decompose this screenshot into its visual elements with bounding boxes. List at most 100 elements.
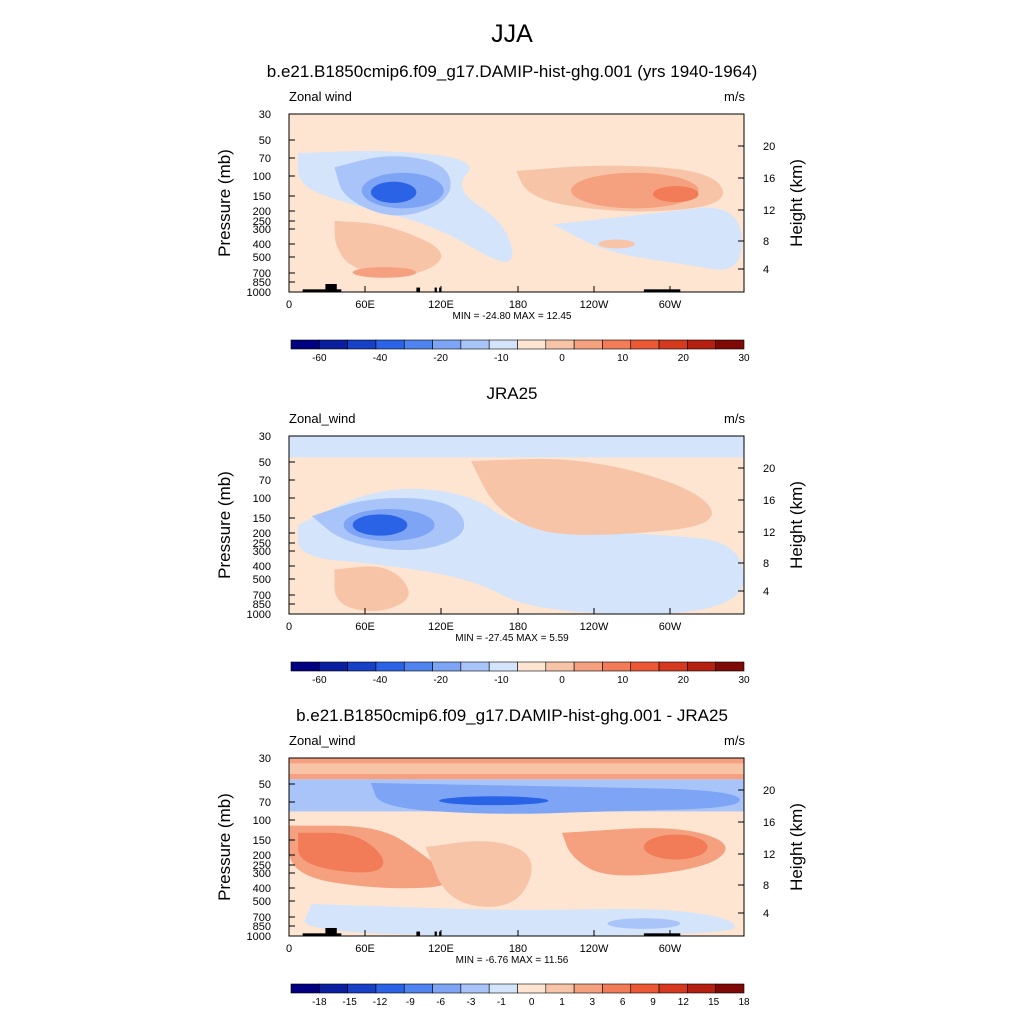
colorbar-box	[488, 661, 518, 672]
x-tick-label: 120W	[580, 621, 609, 633]
colorbar-label: 20	[678, 675, 690, 686]
contour-pos-4	[643, 834, 708, 860]
min-max-stats: MIN = -27.45 MAX = 5.59	[455, 633, 569, 644]
colorbar-box	[403, 983, 433, 994]
colorbar-box	[319, 983, 348, 994]
contour-pos-mid	[598, 239, 635, 249]
y-right-tick-label: 20	[763, 785, 775, 797]
y-tick-label: 1000	[247, 931, 271, 943]
y-tick-label: 200	[253, 206, 271, 218]
contour-neg-3	[361, 172, 444, 209]
contour-field	[289, 758, 744, 936]
colorbar-box	[403, 339, 433, 350]
x-tick-label: 180	[509, 943, 527, 955]
contour-field	[289, 436, 744, 614]
field-name-label: Zonal wind	[289, 89, 352, 104]
colorbar-label: -6	[436, 997, 445, 1008]
colorbar-box	[658, 339, 688, 350]
y-axis-label: Pressure (mb)	[215, 793, 234, 901]
x-tick-label: 120E	[428, 943, 454, 955]
contour-neg-core	[439, 796, 549, 806]
y-tick-label: 400	[253, 561, 271, 573]
y-axis-label-right: Height (km)	[787, 481, 806, 569]
colorbar-label: -3	[467, 997, 476, 1008]
topography-mask	[643, 933, 681, 936]
contour-top-pos	[289, 758, 744, 780]
y-tick-label: 70	[259, 153, 271, 165]
colorbar-box	[347, 983, 377, 994]
topography-mask	[416, 287, 421, 292]
y-tick-label: 1000	[247, 287, 271, 299]
contour-pos-2	[298, 832, 384, 873]
x-tick-label: 120E	[428, 621, 454, 633]
colorbar-box	[517, 983, 547, 994]
topography-mask	[325, 283, 337, 292]
colorbar-label: -10	[494, 353, 509, 364]
contour-pos-1	[471, 458, 712, 535]
colorbar-box	[715, 339, 745, 350]
colorbar-box	[545, 983, 575, 994]
colorbar-box	[517, 661, 547, 672]
y-right-tick-label: 8	[763, 558, 769, 570]
x-tick-label: 60W	[659, 943, 682, 955]
y-tick-label: 300	[253, 224, 271, 236]
colorbar-label: -60	[312, 675, 327, 686]
colorbar-box	[602, 983, 632, 994]
colorbar-box	[630, 661, 660, 672]
colorbar-box	[347, 661, 377, 672]
x-tick-label: 60E	[355, 299, 375, 311]
y-tick-label: 1000	[247, 609, 271, 621]
contour-neg-4	[352, 514, 408, 536]
y-right-tick-label: 16	[763, 817, 775, 829]
colorbar-box	[460, 339, 490, 350]
y-tick-label: 700	[253, 268, 271, 280]
y-right-tick-label: 20	[763, 141, 775, 153]
colorbar-label: 6	[620, 997, 626, 1008]
y-tick-label: 100	[253, 815, 271, 827]
y-tick-label: 150	[253, 513, 271, 525]
colorbar-label: 10	[617, 675, 629, 686]
colorbar-box	[545, 339, 575, 350]
field-name-label: Zonal_wind	[289, 733, 356, 748]
contour-neg-4	[370, 181, 417, 204]
y-axis-label: Pressure (mb)	[215, 149, 234, 257]
y-right-tick-label: 4	[763, 908, 769, 920]
colorbar-box	[432, 983, 462, 994]
page-title: JJA	[491, 20, 533, 48]
colorbar-box	[460, 661, 490, 672]
x-tick-label: 0	[286, 621, 292, 633]
topography-mask	[434, 287, 437, 292]
colorbar-box	[488, 339, 518, 350]
panel-title: b.e21.B1850cmip6.f09_g17.DAMIP-hist-ghg.…	[296, 706, 728, 725]
y-tick-label: 300	[253, 546, 271, 558]
colorbar-label: 18	[738, 997, 750, 1008]
y-right-tick-label: 4	[763, 264, 769, 276]
colorbar-box	[545, 661, 575, 672]
min-max-stats: MIN = -24.80 MAX = 12.45	[453, 311, 572, 322]
y-tick-label: 30	[259, 753, 271, 765]
x-tick-label: 60W	[659, 299, 682, 311]
colorbar-label: 0	[529, 997, 535, 1008]
colorbar-label: 0	[559, 353, 565, 364]
units-label: m/s	[724, 733, 745, 748]
contour-neg-low-2	[607, 918, 681, 929]
colorbar-label: -18	[312, 997, 327, 1008]
y-tick-label: 300	[253, 868, 271, 880]
y-tick-label: 70	[259, 475, 271, 487]
colorbar-label: 12	[678, 997, 690, 1008]
field-background	[289, 758, 744, 936]
field-name-label: Zonal_wind	[289, 411, 356, 426]
y-tick-label: 30	[259, 109, 271, 121]
colorbar-label: 15	[708, 997, 720, 1008]
colorbar-label: -10	[494, 675, 509, 686]
contour-neg-2	[311, 498, 465, 551]
colorbar-box	[290, 339, 320, 350]
x-tick-label: 120W	[580, 943, 609, 955]
units-label: m/s	[724, 411, 745, 426]
colorbar-box	[573, 983, 603, 994]
colorbar-label: 0	[559, 675, 565, 686]
plot-frame	[288, 113, 745, 293]
colorbar-label: -40	[373, 353, 388, 364]
colorbar-label: -1	[497, 997, 506, 1008]
